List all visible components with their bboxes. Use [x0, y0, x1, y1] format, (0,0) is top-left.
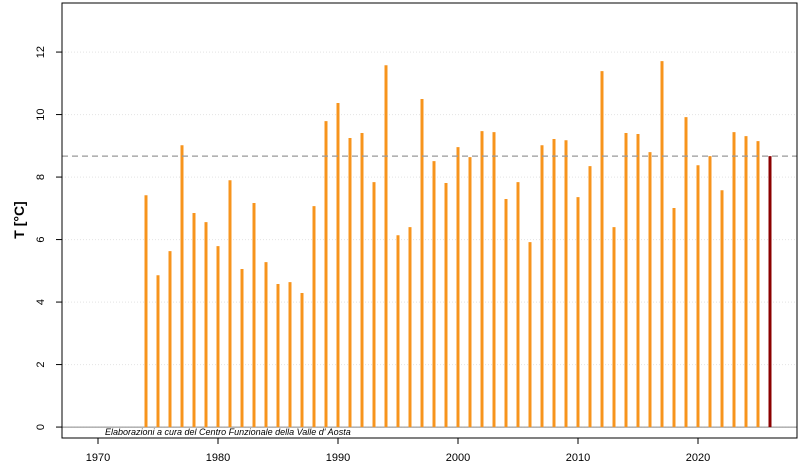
- x-tick-label: 2020: [686, 452, 710, 463]
- x-tick-label: 2010: [566, 452, 590, 463]
- x-tick-label: 1980: [206, 452, 230, 463]
- x-tick-label: 2000: [446, 452, 470, 463]
- y-tick-label: 6: [35, 237, 47, 243]
- y-tick-label: 8: [35, 174, 47, 180]
- y-tick-label: 4: [35, 299, 47, 305]
- y-axis-label: T [°C]: [11, 201, 27, 238]
- annotation: Elaborazioni a cura del Centro Funzional…: [105, 427, 351, 437]
- y-tick-label: 2: [35, 362, 47, 368]
- x-tick-label: 1970: [86, 452, 110, 463]
- y-tick-label: 0: [35, 424, 47, 430]
- y-tick-label: 10: [35, 108, 47, 120]
- x-tick-label: 1990: [326, 452, 350, 463]
- plot-frame: [61, 2, 798, 439]
- y-tick-label: 12: [35, 46, 47, 58]
